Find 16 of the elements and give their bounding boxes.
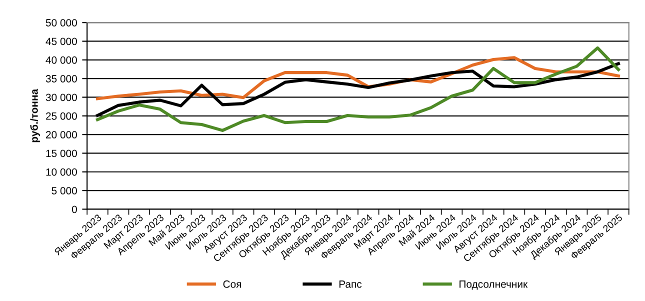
y-tick-label: 50 000 (46, 19, 77, 26)
y-tick-label: 40 000 (46, 56, 77, 64)
y-tick-label: 30 000 (46, 94, 77, 102)
legend-label: Рапс (339, 280, 362, 288)
y-tick-label: 5 000 (52, 187, 77, 194)
y-tick-label: 35 000 (46, 75, 77, 82)
y-tick-label: 0 (72, 206, 77, 214)
legend-label: Подсолнечник (460, 280, 528, 290)
legend-label: Соя (223, 280, 242, 288)
y-axis-title: руб./тонна (30, 88, 40, 142)
y-tick-label: 10 000 (46, 168, 77, 176)
y-tick-label: 45 000 (46, 38, 77, 46)
line-series (96, 46, 620, 132)
y-tick-label: 20 000 (46, 131, 77, 138)
y-tick-label: 25 000 (46, 112, 77, 120)
y-tick-label: 15 000 (46, 150, 77, 158)
